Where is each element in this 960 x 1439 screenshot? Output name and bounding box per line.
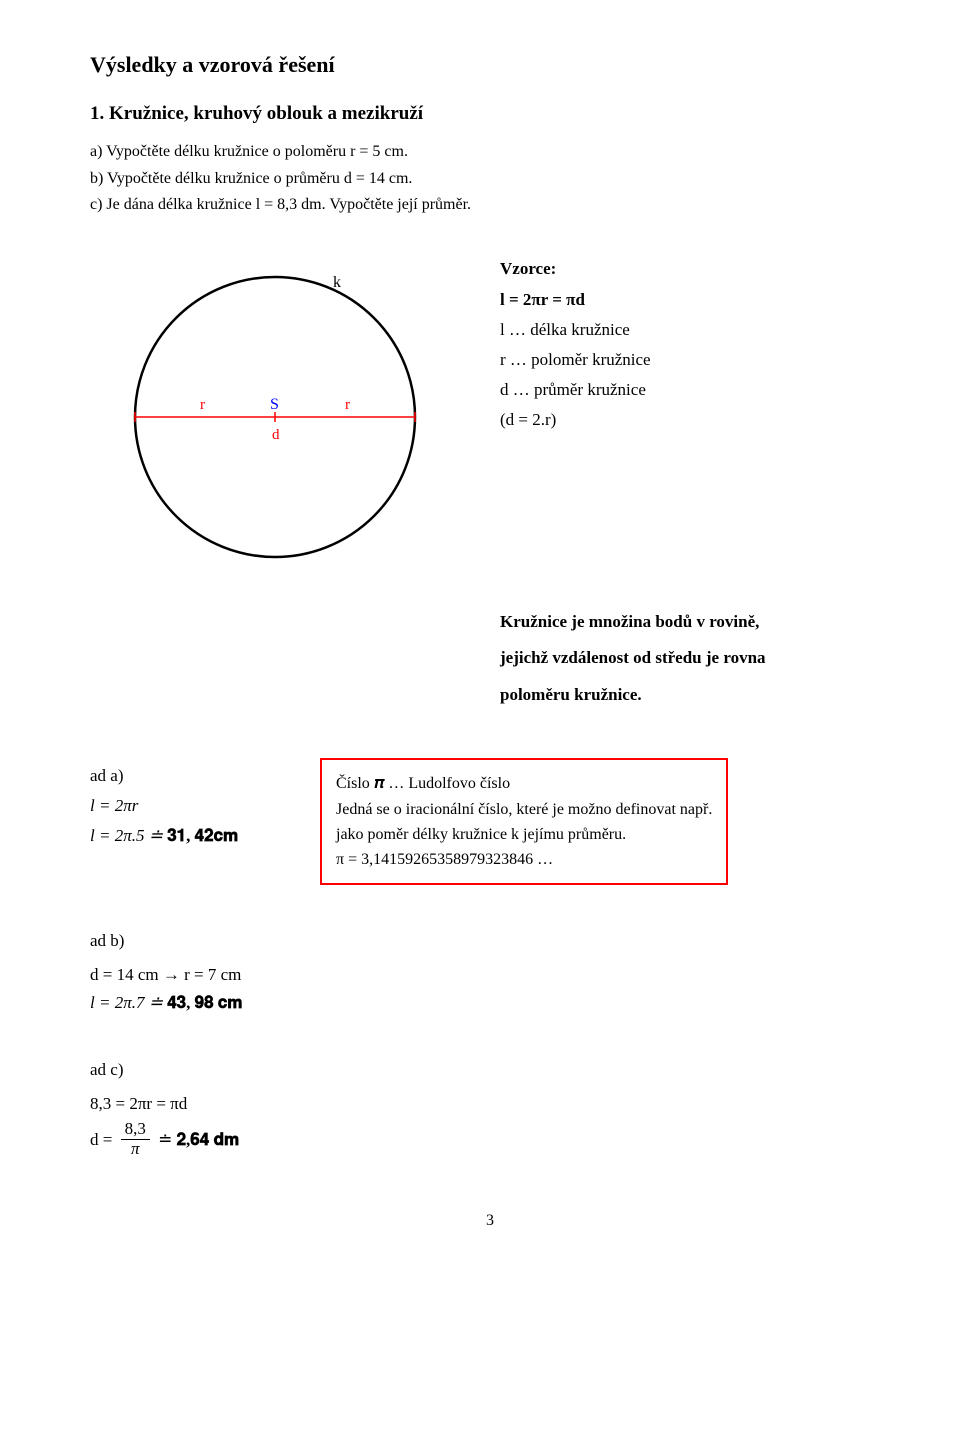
formula-relation: (d = 2.r) bbox=[500, 408, 651, 432]
fraction-denominator: π bbox=[121, 1140, 150, 1159]
label-r-left: r bbox=[200, 397, 205, 413]
formulas-block: Vzorce: l = 2πr = πd l … délka kružnice … bbox=[500, 257, 651, 438]
ad-c-line1: 8,3 = 2πr = πd bbox=[90, 1092, 890, 1116]
ad-b-line1: d = 14 cm → r = 7 cm bbox=[90, 963, 890, 987]
ad-b-label: ad b) bbox=[90, 929, 890, 953]
ad-c-block: ad c) 8,3 = 2πr = πd d = 8,3 π ≐ 𝟐,𝟔𝟒 𝐝𝐦 bbox=[90, 1058, 890, 1160]
problem-b: b) Vypočtěte délku kružnice o průměru d … bbox=[90, 168, 890, 190]
pi-box-line4: π = 3,14159265358979323846 … bbox=[336, 848, 712, 871]
label-r-right: r bbox=[345, 397, 350, 413]
page-number: 3 bbox=[90, 1210, 890, 1232]
label-d-diameter: d bbox=[272, 427, 280, 443]
problem-c: c) Je dána délka kružnice l = 8,3 dm. Vy… bbox=[90, 194, 890, 216]
ad-c-line2-mid: ≐ bbox=[158, 1130, 177, 1149]
ad-b-line2-result: 𝟒𝟑, 𝟗𝟖 𝐜𝐦 bbox=[167, 993, 242, 1012]
ad-b-line2: l = 2π.7 ≐ 𝟒𝟑, 𝟗𝟖 𝐜𝐦 bbox=[90, 991, 890, 1015]
formulas-title: Vzorce: bbox=[500, 257, 651, 281]
definition-line-2: jejichž vzdálenost od středu je rovna bbox=[500, 643, 890, 674]
definition-line-3: poloměru kružnice. bbox=[500, 680, 890, 711]
formula-d-desc: d … průměr kružnice bbox=[500, 378, 651, 402]
label-k-icon: k bbox=[333, 274, 341, 291]
label-s-center: S bbox=[270, 396, 279, 413]
formula-main: l = 2πr = πd bbox=[500, 288, 651, 312]
ad-a-line1: l = 2πr bbox=[90, 794, 270, 818]
page-title: Výsledky a vzorová řešení bbox=[90, 50, 890, 81]
ad-b-block: ad b) d = 14 cm → r = 7 cm l = 2π.7 ≐ 𝟒𝟑… bbox=[90, 929, 890, 1014]
section-heading: 1. Kružnice, kruhový oblouk a mezikruží bbox=[90, 101, 890, 128]
definition-block: Kružnice je množina bodů v rovině, jejic… bbox=[500, 607, 890, 711]
formula-l-desc: l … délka kružnice bbox=[500, 318, 651, 342]
problem-a: a) Vypočtěte délku kružnice o poloměru r… bbox=[90, 141, 890, 163]
pi-box-line2: Jedná se o iracionální číslo, které je m… bbox=[336, 798, 712, 821]
pi-box-line3: jako poměr délky kružnice k jejímu průmě… bbox=[336, 823, 712, 846]
ad-c-label: ad c) bbox=[90, 1058, 890, 1082]
definition-line-1: Kružnice je množina bodů v rovině, bbox=[500, 607, 890, 638]
fraction-icon: 8,3 π bbox=[121, 1120, 150, 1158]
circle-diagram: k S r r d bbox=[90, 257, 460, 577]
ad-c-line2: d = 8,3 π ≐ 𝟐,𝟔𝟒 𝐝𝐦 bbox=[90, 1122, 890, 1160]
ad-a-line2-result: 𝟑𝟏, 𝟒𝟐𝐜𝐦 bbox=[167, 826, 238, 845]
ad-a-label: ad a) bbox=[90, 764, 270, 788]
ad-a-line2: l = 2π.5 ≐ 𝟑𝟏, 𝟒𝟐𝐜𝐦 bbox=[90, 824, 270, 848]
pi-info-box: Číslo 𝝅 … Ludolfovo číslo Jedná se o ira… bbox=[320, 758, 728, 885]
ad-c-line2-prefix: d = bbox=[90, 1130, 117, 1149]
formula-r-desc: r … poloměr kružnice bbox=[500, 348, 651, 372]
ad-a-block: ad a) l = 2πr l = 2π.5 ≐ 𝟑𝟏, 𝟒𝟐𝐜𝐦 bbox=[90, 758, 270, 853]
pi-box-line1: Číslo 𝝅 … Ludolfovo číslo bbox=[336, 772, 712, 795]
ad-b-line2-prefix: l = 2π.7 ≐ bbox=[90, 993, 167, 1012]
fraction-numerator: 8,3 bbox=[121, 1120, 150, 1140]
ad-c-line2-result: 𝟐,𝟔𝟒 𝐝𝐦 bbox=[177, 1130, 240, 1149]
ad-a-line2-prefix: l = 2π.5 ≐ bbox=[90, 826, 167, 845]
